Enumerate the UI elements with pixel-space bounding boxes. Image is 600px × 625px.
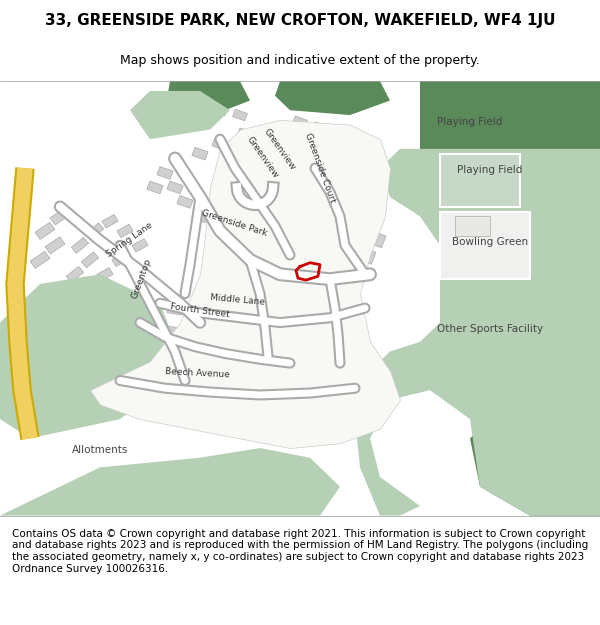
Text: 33, GREENSIDE PARK, NEW CROFTON, WAKEFIELD, WF4 1JU: 33, GREENSIDE PARK, NEW CROFTON, WAKEFIE… (45, 12, 555, 28)
Bar (192, 148, 208, 160)
Text: Contains OS data © Crown copyright and database right 2021. This information is : Contains OS data © Crown copyright and d… (12, 529, 588, 574)
Bar (102, 214, 118, 228)
Bar (82, 252, 98, 268)
Bar (341, 368, 358, 378)
Bar (263, 145, 277, 156)
Bar (122, 368, 139, 378)
Text: Greenside Court: Greenside Court (303, 131, 337, 204)
Bar (332, 129, 347, 140)
Bar (117, 224, 133, 238)
Text: Bowling Green: Bowling Green (452, 238, 528, 248)
Bar (212, 306, 228, 316)
Bar (71, 238, 89, 253)
Text: Greentop: Greentop (130, 258, 153, 301)
Bar (227, 154, 242, 166)
Bar (209, 373, 226, 382)
Bar (177, 196, 193, 208)
Bar (212, 104, 227, 116)
Bar (61, 296, 79, 311)
Bar (237, 128, 253, 141)
Text: Greenview: Greenview (262, 127, 297, 172)
Bar (292, 332, 308, 342)
Bar (147, 181, 163, 194)
Bar (297, 300, 313, 310)
Bar (97, 268, 113, 281)
Bar (229, 331, 245, 341)
Bar (30, 251, 50, 268)
Text: Middle Lane: Middle Lane (210, 294, 265, 308)
Bar (317, 135, 333, 148)
Bar (232, 374, 248, 383)
Text: Map shows position and indicative extent of the property.: Map shows position and indicative extent… (120, 54, 480, 68)
Bar (112, 253, 128, 266)
Bar (293, 116, 307, 128)
Bar (337, 144, 353, 157)
Bar (364, 250, 376, 264)
Bar (272, 158, 287, 169)
Bar (277, 123, 293, 136)
Bar (188, 372, 205, 381)
Bar (369, 214, 381, 228)
Bar (257, 125, 273, 138)
Text: Allotments: Allotments (72, 445, 128, 455)
Bar (275, 373, 292, 382)
Text: Beech Avenue: Beech Avenue (165, 368, 230, 379)
Bar (348, 153, 362, 164)
Bar (35, 222, 55, 239)
Bar (45, 237, 65, 254)
Bar (364, 181, 376, 194)
Text: Playing Field: Playing Field (437, 117, 503, 127)
Bar (67, 266, 83, 282)
Bar (298, 372, 314, 381)
Text: Greenside Park: Greenside Park (200, 208, 268, 238)
Bar (142, 322, 158, 332)
Bar (167, 181, 183, 194)
Bar (76, 281, 94, 297)
Bar (50, 208, 70, 225)
Bar (337, 291, 353, 301)
Bar (369, 161, 381, 175)
Bar (440, 154, 520, 207)
Bar (167, 305, 183, 315)
Bar (147, 303, 163, 313)
Bar (161, 325, 179, 336)
Bar (157, 166, 173, 179)
Bar (234, 306, 250, 316)
Bar (233, 109, 247, 121)
Bar (143, 369, 160, 378)
Bar (277, 304, 293, 314)
Bar (192, 210, 208, 222)
Bar (317, 296, 333, 306)
Bar (254, 374, 271, 383)
Bar (374, 233, 386, 248)
Text: Greenview: Greenview (245, 135, 280, 180)
Bar (353, 196, 367, 208)
Bar (320, 370, 337, 379)
Bar (190, 306, 206, 316)
Bar (297, 128, 313, 141)
Bar (356, 269, 368, 284)
Bar (132, 239, 148, 252)
Bar (86, 223, 104, 239)
Bar (254, 306, 270, 316)
Bar (212, 138, 228, 151)
Bar (166, 371, 182, 380)
Bar (271, 332, 289, 342)
Bar (206, 329, 224, 339)
Text: Spring Lane: Spring Lane (105, 221, 154, 259)
Bar (343, 182, 357, 193)
Text: Fourth Street: Fourth Street (170, 302, 230, 320)
Bar (440, 211, 530, 279)
Bar (313, 122, 328, 133)
Text: Other Sports Facility: Other Sports Facility (437, 324, 543, 334)
Bar (455, 216, 490, 236)
Bar (184, 327, 200, 338)
Text: Playing Field: Playing Field (457, 165, 523, 175)
Bar (358, 168, 372, 179)
Bar (250, 331, 266, 341)
Bar (241, 148, 256, 159)
